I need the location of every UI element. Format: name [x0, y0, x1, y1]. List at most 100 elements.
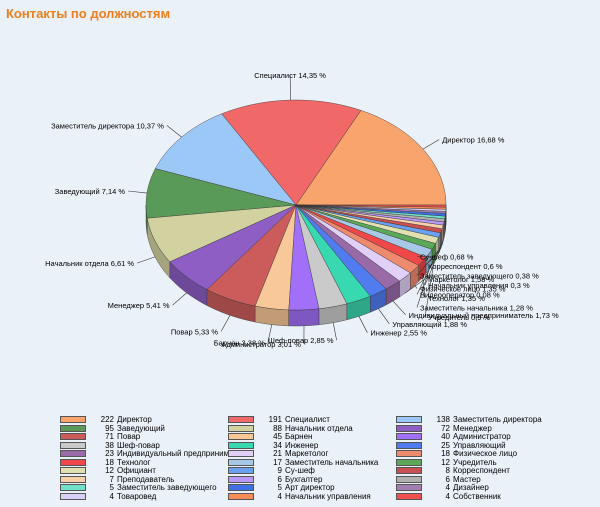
pie-leader-2 [166, 125, 182, 138]
legend-item: 5 Арт директор [228, 483, 335, 492]
legend-label: Заместитель директора [453, 415, 542, 424]
legend-count: 4 [445, 483, 450, 492]
pie-leader-22 [416, 239, 444, 295]
pie-label-13: Маркетолог 1,58 % [428, 275, 494, 284]
pie-label-9: Шеф-повар 2,85 % [268, 336, 334, 345]
legend-label: Заведующий [117, 423, 165, 433]
legend-swatch [60, 484, 86, 491]
pie-leader-17 [424, 262, 435, 318]
legend-label: Физическое лицо [453, 449, 518, 458]
legend-swatch [228, 484, 254, 491]
legend-count: 222 [100, 415, 114, 424]
legend-label: Администратор [453, 432, 511, 441]
legend-item: 138 Заместитель директора [396, 415, 542, 424]
legend-swatch [396, 416, 422, 423]
legend-label: Арт директор [285, 483, 335, 492]
pie-leader-0 [422, 139, 440, 150]
legend-item: 222 Директор [60, 415, 152, 424]
legend-count: 4 [277, 491, 282, 501]
pie-leader-15 [422, 277, 426, 299]
pie-leader-14 [414, 285, 418, 289]
legend-item: 6 Бухгалтер [228, 475, 322, 484]
legend-count: 8 [445, 466, 450, 475]
legend-swatch [228, 450, 254, 457]
legend-count: 12 [105, 466, 114, 475]
legend-count: 71 [105, 432, 114, 441]
pie-leader-7 [267, 324, 273, 343]
legend-count: 6 [277, 474, 282, 484]
legend-item: 21 Маркетолог [228, 449, 328, 458]
pie-leader-1 [289, 75, 291, 101]
legend-label: Шеф-повар [117, 440, 160, 450]
legend-swatch [228, 424, 254, 432]
legend-item: 4 Начальник управления [228, 492, 371, 501]
legend-count: 4 [109, 491, 114, 501]
legend-item: 191 Специалист [228, 415, 330, 424]
pie-slice-8 [288, 204, 320, 311]
pie-label-10: Инженер 2,55 % [370, 329, 427, 338]
legend-label: Специалист [285, 415, 330, 424]
pie-leader-9 [332, 322, 337, 341]
pie-label-6: Повар 5,33 % [171, 328, 219, 337]
pie-leader-21 [424, 242, 443, 286]
pie-label-5: Менеджер 5,41 % [108, 301, 170, 310]
pie-slices [145, 99, 447, 311]
legend-label: Собственник [453, 491, 501, 501]
legend-swatch [228, 492, 254, 500]
pie-label-0: Директор 16,68 % [442, 136, 505, 145]
legend-label: Технолог [117, 457, 151, 467]
legend-swatch [396, 424, 422, 432]
pie-label-18: Су-шеф 0,68 % [420, 253, 474, 262]
legend-swatch [228, 458, 254, 466]
pie-label-2: Заместитель директора 10,37 % [51, 122, 164, 131]
legend-swatch [396, 450, 422, 457]
legend-item: 18 Технолог [60, 458, 151, 467]
legend-swatch [60, 458, 86, 466]
pie-label-14: Физическое лицо 1,35 % [420, 285, 506, 294]
pie-label-19: Корреспондент 0,6 % [428, 262, 503, 271]
pie-label-15: Технолог 1,35 % [428, 294, 485, 303]
legend-swatch [60, 416, 86, 423]
pie-leader-4 [137, 256, 156, 264]
legend-item: 4 Товаровед [60, 492, 156, 501]
legend-swatch [228, 416, 254, 423]
pie-label-4: Начальник отдела 6,61 % [45, 259, 134, 268]
pie-slice-4 [146, 204, 297, 263]
legend-swatch [228, 433, 254, 440]
legend-swatch [60, 424, 86, 432]
legend-swatch [396, 467, 422, 474]
legend-label: Менеджер [453, 423, 492, 433]
pie-leader-lines [128, 75, 444, 344]
legend-count: 7 [109, 474, 114, 484]
legend-count: 88 [273, 423, 282, 433]
pie-leader-10 [358, 316, 368, 333]
legend-label: Официант [117, 466, 156, 475]
pie-leader-6 [220, 315, 231, 332]
legend-item: 38 Шеф-повар [60, 441, 160, 450]
legend-item: 8 Корреспондент [396, 466, 510, 475]
pie-leader-20 [416, 246, 442, 276]
pie-label-20: Заместитель заведующего 0,38 % [420, 272, 539, 281]
pie-leader-11 [378, 308, 390, 324]
pie-label-12: Индивидуальный предприниматель 1,73 % [409, 311, 559, 320]
pie-chart: Директор 16,68 % Специалист 14,35 % Замест… [45, 71, 559, 349]
pie-slice-6 [206, 204, 297, 307]
legend-item: 45 Барнен [228, 432, 312, 441]
legend-item: 71 Повар [60, 432, 140, 441]
legend-item: 5 Заместитель заведующего [60, 483, 217, 492]
legend-swatch [60, 450, 86, 457]
pie-label-11: Управляющий 1,88 % [392, 320, 467, 329]
legend-count: 34 [273, 440, 282, 450]
legend-count: 4 [445, 491, 450, 501]
pie-leader-12 [392, 300, 406, 316]
legend-swatch [60, 467, 86, 474]
legend-swatch [396, 441, 422, 449]
legend-label: Маркетолог [285, 449, 329, 458]
chart-title: Контакты по должностям [6, 6, 171, 21]
legend-swatch [396, 484, 422, 491]
legend-label: Начальник отдела [285, 423, 353, 433]
legend-label: Товаровед [117, 491, 157, 501]
pie-label-17: Учредитель 0,9 % [428, 313, 491, 322]
legend-count: 95 [105, 423, 114, 433]
legend-count: 23 [105, 449, 114, 458]
